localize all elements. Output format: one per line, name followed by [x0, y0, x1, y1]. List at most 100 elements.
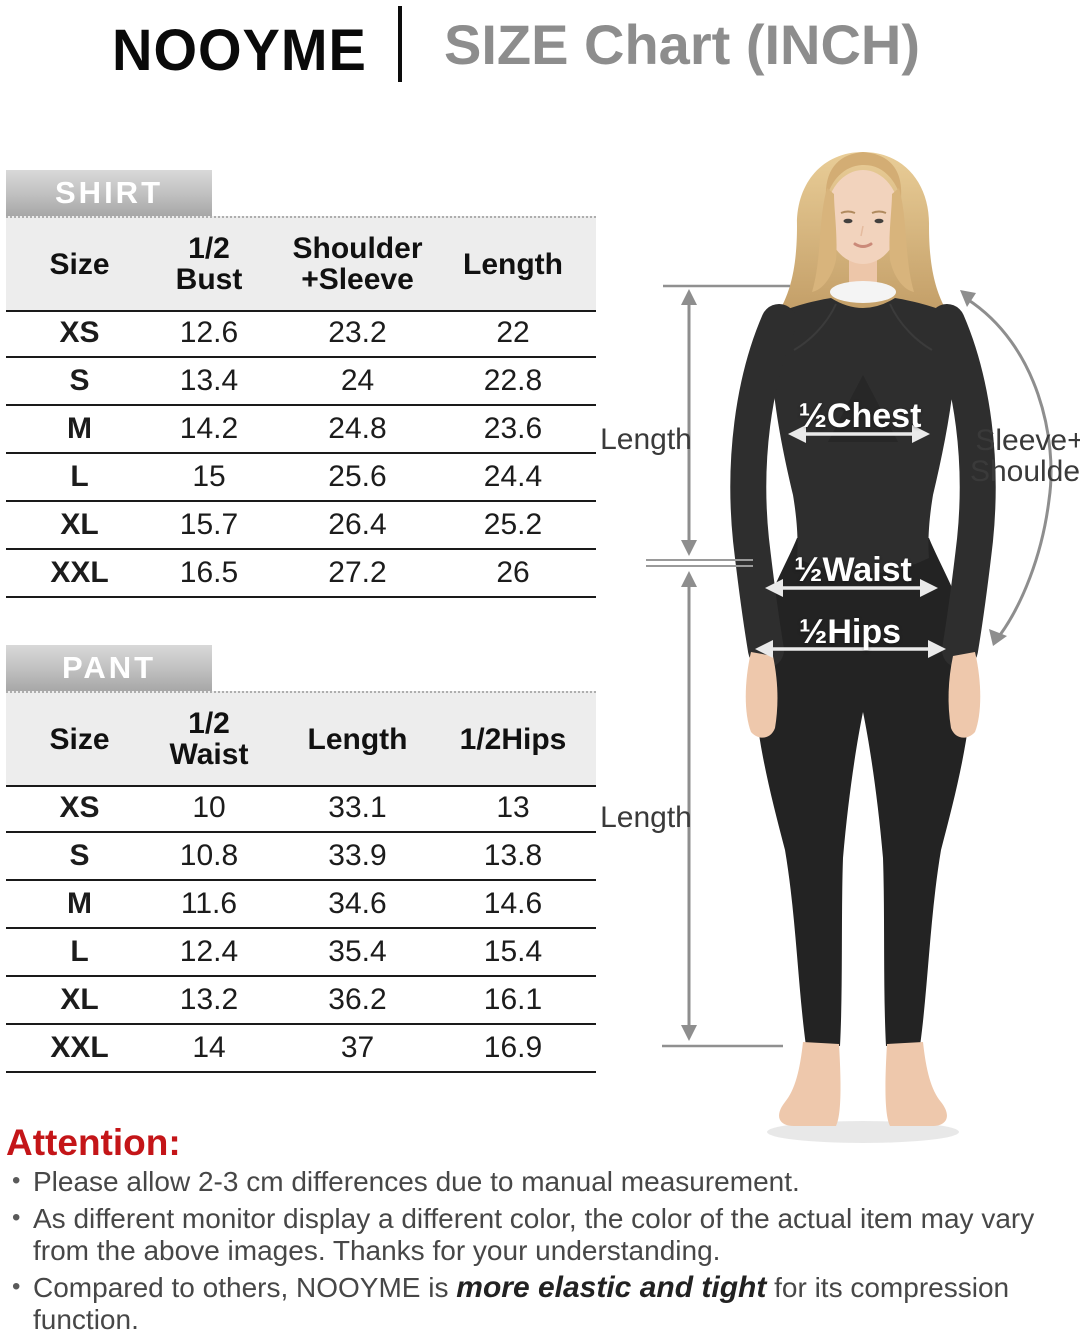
cell-length: 36.2 [328, 983, 387, 1016]
shirt-seams [793, 303, 933, 351]
table-row: M 11.6 34.6 14.6 [6, 881, 596, 929]
cell-bust: 12.6 [179, 316, 239, 349]
arrowhead [960, 290, 976, 307]
cell-waist: 10 [192, 791, 226, 824]
sleeve-shoulder-label: Sleeve+ Shoulder [969, 424, 1080, 488]
cell-length: 33.1 [328, 791, 387, 824]
cell-bust: 13.4 [179, 364, 239, 397]
pant-table-header: Size 1/2 Waist Length 1/2Hips [6, 691, 596, 787]
table-row: S 10.8 33.9 13.8 [6, 833, 596, 881]
attention-bullet: As different monitor display a different… [6, 1202, 1072, 1267]
shirt-tab: SHIRT [6, 170, 212, 216]
pant-col-length: Length [307, 722, 408, 756]
cell-bust: 15.7 [179, 508, 239, 541]
cell-length: 22.8 [483, 364, 543, 397]
floor-shadow [767, 1121, 959, 1143]
cell-waist: 13.2 [179, 983, 239, 1016]
cell-length: 33.9 [328, 839, 387, 872]
model-right-hand [948, 652, 981, 738]
cell-shoulder-sleeve: 26.4 [328, 508, 387, 541]
pant-col-size: Size [49, 722, 110, 756]
pant-col-hips: 1/2Hips [459, 722, 567, 756]
cell-hips: 13 [496, 791, 530, 824]
cell-size: S [69, 839, 90, 872]
cell-size: XXL [50, 1031, 109, 1064]
cell-size: XL [60, 508, 99, 541]
table-row: XL 15.7 26.4 25.2 [6, 502, 596, 550]
model-shirt [770, 298, 957, 574]
cell-hips: 14.6 [483, 887, 543, 920]
pant-tab: PANT [6, 645, 212, 691]
cell-hips: 16.9 [483, 1031, 543, 1064]
hair-strand-left [812, 188, 837, 292]
cell-shoulder-sleeve: 25.6 [328, 460, 387, 493]
table-row: XS 10 33.1 13 [6, 785, 596, 833]
table-row: M 14.2 24.8 23.6 [6, 406, 596, 454]
arrowhead [681, 540, 697, 556]
arrowhead [989, 629, 1007, 646]
cell-length: 25.2 [483, 508, 543, 541]
cell-length: 24.4 [483, 460, 543, 493]
mouth [853, 242, 873, 248]
model-right-foot [885, 1042, 947, 1126]
pant-table-body: XS 10 33.1 13 S 10.8 33.9 13.8 M 11.6 34… [6, 785, 596, 1073]
model-left-hand [745, 652, 778, 738]
cell-shoulder-sleeve: 27.2 [328, 556, 387, 589]
eyebrows [840, 210, 887, 214]
cell-waist: 10.8 [179, 839, 239, 872]
cell-bust: 14.2 [179, 412, 239, 445]
cell-size: XS [59, 316, 100, 349]
cell-size: XL [60, 983, 99, 1016]
cell-waist: 11.6 [180, 887, 238, 920]
table-row: S 13.4 24 22.8 [6, 358, 596, 406]
model-left-arm [730, 304, 797, 668]
model-face [826, 170, 900, 264]
half-chest-label: ½Chest [798, 397, 922, 435]
cell-size: S [69, 364, 90, 397]
page-title: SIZE Chart (INCH) [444, 13, 920, 76]
cell-length: 34.6 [328, 887, 387, 920]
cell-size: XXL [50, 556, 109, 589]
table-row: XXL 16.5 27.2 26 [6, 550, 596, 598]
cell-hips: 15.4 [483, 935, 543, 968]
table-row: XS 12.6 23.2 22 [6, 310, 596, 358]
table-row: L 12.4 35.4 15.4 [6, 929, 596, 977]
arrowhead [681, 571, 697, 587]
left-eye [843, 218, 853, 224]
cell-hips: 16.1 [483, 983, 543, 1016]
arrowhead [681, 289, 697, 305]
cell-shoulder-sleeve: 23.2 [328, 316, 387, 349]
shirt-col-shoulder-sleeve: Shoulder +Sleeve [292, 232, 423, 296]
cell-shoulder-sleeve: 24 [340, 364, 375, 397]
model-hair [782, 152, 944, 318]
arrowhead [681, 1025, 697, 1041]
model-fringe [825, 152, 902, 200]
shirt-col-size: Size [49, 247, 110, 281]
hair-strand-right [889, 188, 914, 292]
cell-size: L [70, 460, 89, 493]
cell-length: 35.4 [328, 935, 387, 968]
cell-size: L [70, 935, 89, 968]
attention-bullet: Compared to others, NOOYME is more elast… [6, 1271, 1072, 1336]
header-divider [398, 6, 402, 82]
attention-list: Please allow 2-3 cm differences due to m… [6, 1165, 1072, 1336]
table-row: L 15 25.6 24.4 [6, 454, 596, 502]
cell-shoulder-sleeve: 24.8 [328, 412, 387, 445]
model-neck [849, 252, 877, 296]
shirt-length-label: Length [600, 423, 692, 456]
shirt-col-bust: 1/2 Bust [175, 232, 243, 296]
cell-length: 37 [340, 1031, 375, 1064]
cell-waist: 12.4 [179, 935, 239, 968]
shirt-col-length: Length [463, 247, 563, 281]
attention-bullet: Please allow 2-3 cm differences due to m… [6, 1165, 1072, 1198]
pant-length-label: Length [600, 801, 692, 834]
cell-hips: 13.8 [483, 839, 543, 872]
cell-length: 26 [496, 556, 530, 589]
cell-length: 23.6 [483, 412, 543, 445]
collar-inner [830, 281, 896, 303]
nose [860, 225, 864, 237]
cell-length: 22 [496, 316, 530, 349]
cell-bust: 16.5 [179, 556, 239, 589]
model-left-foot [779, 1042, 841, 1126]
